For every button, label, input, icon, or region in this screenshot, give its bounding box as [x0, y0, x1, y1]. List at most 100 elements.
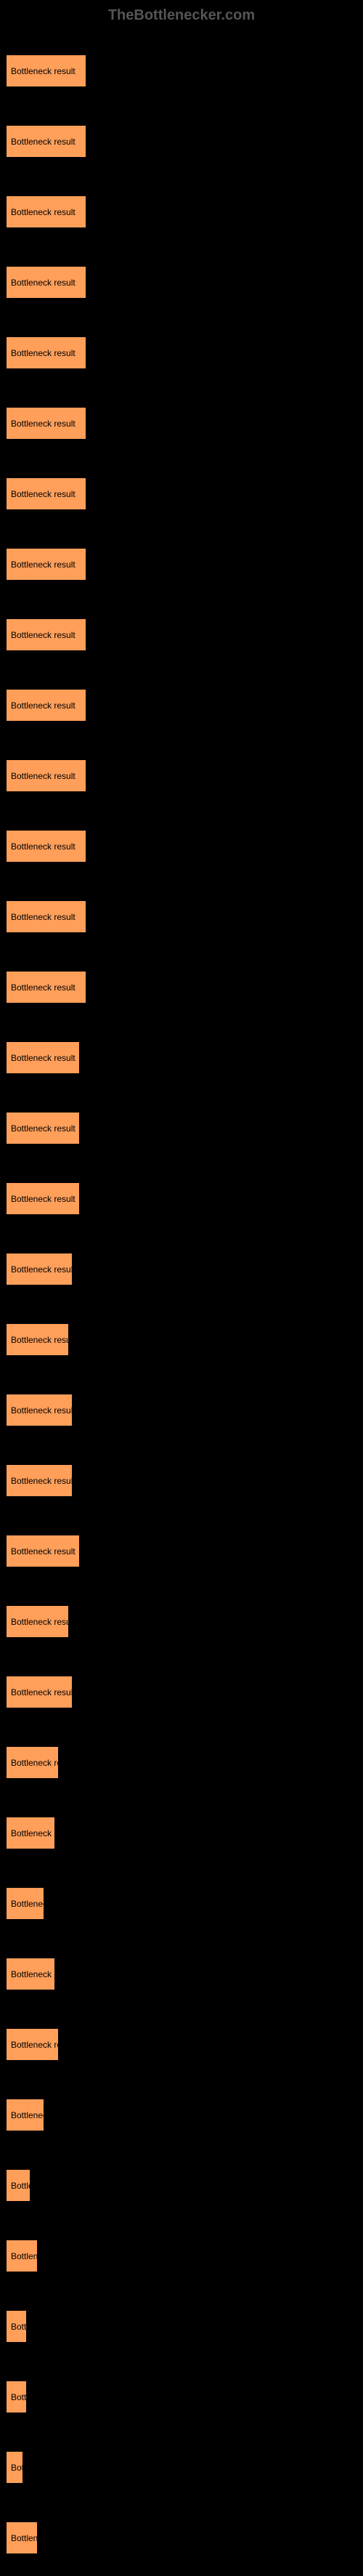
chart-row: Bottleneck result [6, 391, 357, 440]
bar-value-label: Bottleneck result [11, 1264, 72, 1275]
chart-row: Bottleneck result [6, 814, 357, 863]
bar-track: Bottleneck result [6, 1253, 357, 1285]
bar-value-label: Bottleneck result [11, 1405, 72, 1416]
bar-track: Bottleneck result [6, 689, 357, 722]
bar-track: Bottleneck result [6, 2240, 357, 2272]
bar-value-label: Bottleneck result [11, 137, 76, 147]
bar-track: Bottleneck result [6, 1464, 357, 1497]
bar-value-label: Bottleneck result [11, 2392, 26, 2402]
bar-value-label: Bottleneck result [11, 1123, 76, 1134]
bar-fill: Bottleneck result [6, 2381, 27, 2413]
chart-row: Bottleneck result [6, 1166, 357, 1215]
bar-track: Bottleneck result [6, 2381, 357, 2413]
bar-track: Bottleneck result [6, 1112, 357, 1144]
chart-row: Bottleneck result [6, 1378, 357, 1426]
bar-value-label: Bottleneck result [11, 771, 76, 781]
bar-fill: Bottleneck result [6, 407, 86, 440]
bar-fill: Bottleneck result [6, 1676, 73, 1708]
bar-value-label: Bottleneck result [11, 1546, 76, 1556]
bar-track: Bottleneck result [6, 1041, 357, 1074]
bar-fill: Bottleneck result [6, 2240, 38, 2272]
bar-fill: Bottleneck result [6, 125, 86, 158]
chart-row: Bottleneck result [6, 2435, 357, 2484]
bar-fill: Bottleneck result [6, 1535, 80, 1567]
bar-track: Bottleneck result [6, 759, 357, 792]
bar-value-label: Bottleneck result [11, 1969, 54, 1979]
chart-row: Bottleneck result [6, 1660, 357, 1708]
bar-fill: Bottleneck result [6, 900, 86, 933]
bar-track: Bottleneck result [6, 1817, 357, 1849]
bar-value-label: Bottleneck result [11, 2110, 44, 2120]
bar-value-label: Bottleneck result [11, 1687, 72, 1697]
bar-value-label: Bottleneck result [11, 1899, 44, 1909]
bar-fill: Bottleneck result [6, 1817, 55, 1849]
bar-value-label: Bottleneck result [11, 66, 76, 76]
chart-row: Bottleneck result [6, 2224, 357, 2272]
bar-value-label: Bottleneck result [11, 841, 76, 852]
chart-row: Bottleneck result [6, 955, 357, 1004]
site-header: TheBottlenecker.com [0, 7, 363, 24]
bar-track: Bottleneck result [6, 2310, 357, 2343]
bottleneck-bar-chart: Bottleneck result Bottleneck result Bottle… [0, 39, 363, 2554]
bar-fill: Bottleneck result [6, 54, 86, 87]
chart-row: Bottleneck result [6, 1589, 357, 1638]
bar-value-label: Bottleneck result [11, 489, 76, 499]
chart-row: Bottleneck result [6, 1237, 357, 1285]
bar-track: Bottleneck result [6, 266, 357, 299]
chart-row: Bottleneck result [6, 602, 357, 651]
chart-row: Bottleneck result [6, 532, 357, 581]
bar-value-label: Bottleneck result [11, 1053, 76, 1063]
bar-value-label: Bottleneck result [11, 1828, 54, 1838]
bar-fill: Bottleneck result [6, 266, 86, 299]
bar-fill: Bottleneck result [6, 336, 86, 369]
chart-row: Bottleneck result [6, 884, 357, 933]
chart-row: Bottleneck result [6, 1801, 357, 1849]
chart-row: Bottleneck result [6, 250, 357, 299]
bar-track: Bottleneck result [6, 2522, 357, 2554]
bar-value-label: Bottleneck result [11, 2463, 23, 2473]
bar-value-label: Bottleneck result [11, 2251, 37, 2261]
bar-track: Bottleneck result [6, 336, 357, 369]
chart-row: Bottleneck result [6, 1096, 357, 1144]
bar-track: Bottleneck result [6, 1746, 357, 1779]
bar-fill: Bottleneck result [6, 618, 86, 651]
chart-row: Bottleneck result [6, 1730, 357, 1779]
bar-fill: Bottleneck result [6, 1958, 55, 1990]
bar-value-label: Bottleneck result [11, 1194, 76, 1204]
bar-track: Bottleneck result [6, 618, 357, 651]
bar-fill: Bottleneck result [6, 2169, 30, 2202]
bar-fill: Bottleneck result [6, 2099, 44, 2131]
bar-value-label: Bottleneck result [11, 912, 76, 922]
chart-row: Bottleneck result [6, 461, 357, 510]
bar-fill: Bottleneck result [6, 1182, 80, 1215]
bar-fill: Bottleneck result [6, 1323, 69, 1356]
chart-row: Bottleneck result [6, 2083, 357, 2131]
bar-track: Bottleneck result [6, 1394, 357, 1426]
bar-track: Bottleneck result [6, 830, 357, 863]
bar-fill: Bottleneck result [6, 2028, 59, 2061]
bar-track: Bottleneck result [6, 2099, 357, 2131]
bar-fill: Bottleneck result [6, 759, 86, 792]
bar-track: Bottleneck result [6, 1605, 357, 1638]
chart-row: Bottleneck result [6, 2294, 357, 2343]
bar-value-label: Bottleneck result [11, 982, 76, 993]
bar-fill: Bottleneck result [6, 1746, 59, 1779]
bar-track: Bottleneck result [6, 1887, 357, 1920]
bar-fill: Bottleneck result [6, 548, 86, 581]
bar-value-label: Bottleneck result [11, 419, 76, 429]
bar-track: Bottleneck result [6, 1676, 357, 1708]
bar-fill: Bottleneck result [6, 2451, 23, 2484]
bar-value-label: Bottleneck result [11, 2040, 58, 2050]
chart-row: Bottleneck result [6, 1307, 357, 1356]
bar-value-label: Bottleneck result [11, 630, 76, 640]
chart-row: Bottleneck result [6, 2153, 357, 2202]
chart-row: Bottleneck result [6, 1942, 357, 1990]
chart-row: Bottleneck result [6, 320, 357, 369]
bar-fill: Bottleneck result [6, 2522, 38, 2554]
bar-track: Bottleneck result [6, 54, 357, 87]
bar-value-label: Bottleneck result [11, 1758, 58, 1768]
bar-fill: Bottleneck result [6, 1112, 80, 1144]
chart-row: Bottleneck result [6, 1025, 357, 1074]
chart-row: Bottleneck result [6, 179, 357, 228]
bar-track: Bottleneck result [6, 2028, 357, 2061]
